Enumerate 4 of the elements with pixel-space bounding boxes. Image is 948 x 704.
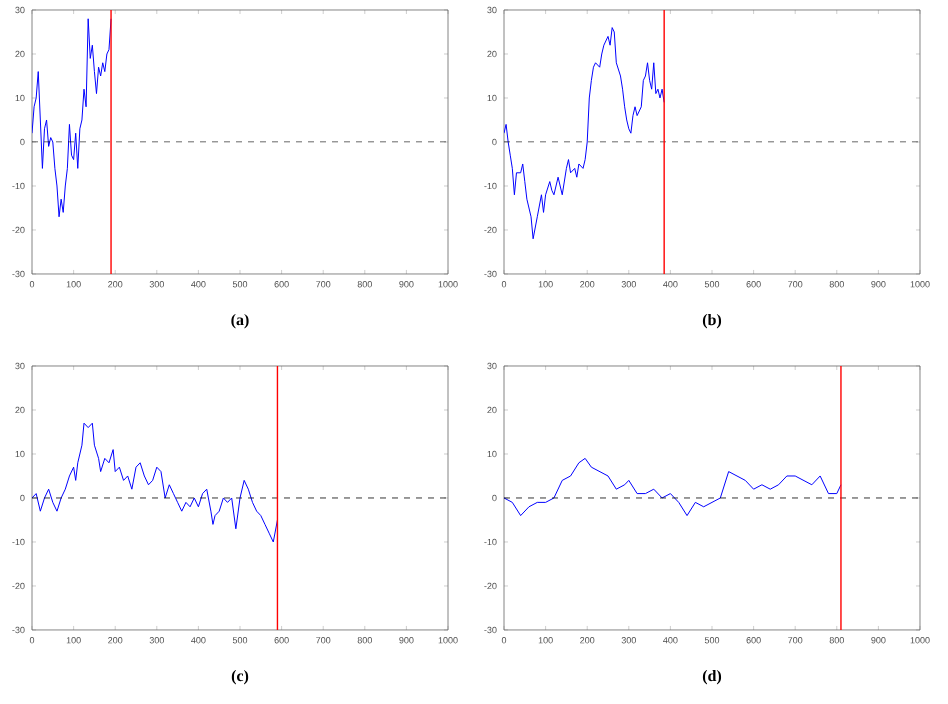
text: (c) [231,669,249,685]
text: (d) [702,669,722,685]
text: (a) [231,313,249,329]
text: (b) [702,313,722,329]
